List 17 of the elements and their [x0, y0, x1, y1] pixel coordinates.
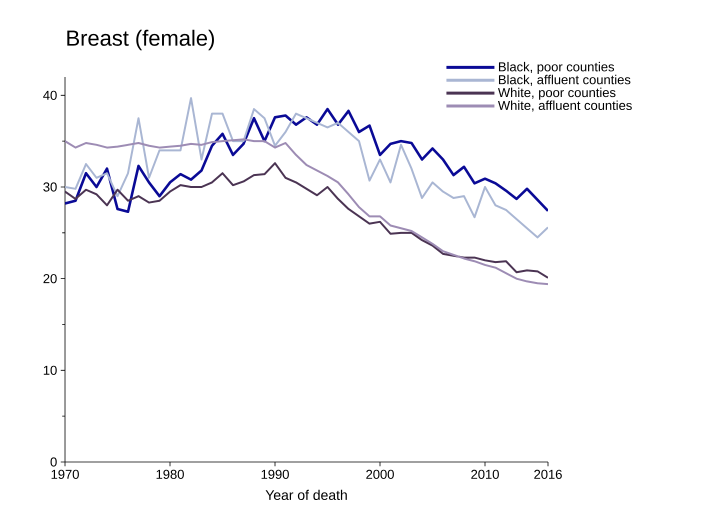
legend-label: Black, affluent counties: [498, 74, 630, 86]
x-tick-label: 1990: [262, 470, 289, 479]
x-tick-label: 2010: [471, 470, 499, 479]
x-tick-label: 1980: [156, 470, 184, 479]
x-tick-label: 2016: [534, 470, 562, 479]
y-tick-label: 30: [43, 182, 57, 192]
x-tick-label: 1970: [52, 470, 79, 479]
y-tick-label: 20: [43, 274, 57, 284]
legend-label: White, poor counties: [498, 88, 616, 100]
legend-label: Black, poor counties: [498, 62, 614, 74]
x-axis-title: Year of death: [266, 490, 347, 500]
y-tick-label: 40: [43, 90, 57, 100]
y-tick-label: 0: [50, 457, 57, 467]
x-tick-label: 2000: [366, 470, 394, 479]
chart-title: Breast (female): [67, 30, 214, 50]
y-tick-label: 10: [44, 366, 57, 375]
legend-label: White, affluent counties: [498, 100, 632, 112]
